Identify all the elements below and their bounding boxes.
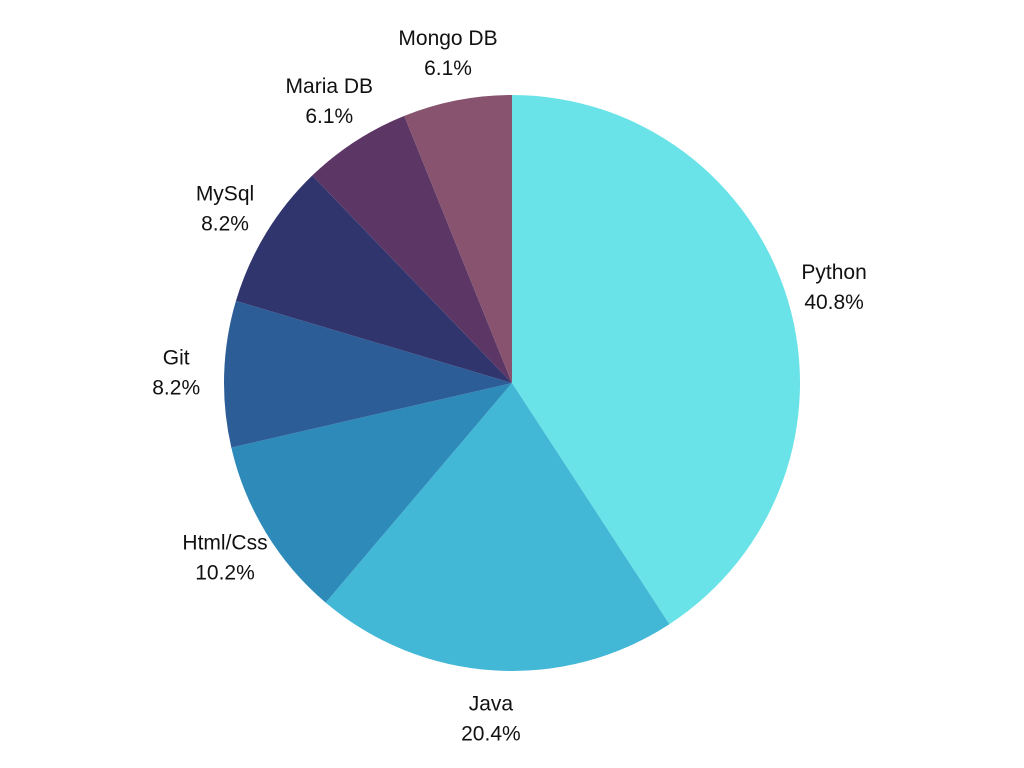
- slice-percent-label: 6.1%: [424, 57, 472, 80]
- slice-label: Python: [801, 261, 866, 284]
- slice-label: Html/Css: [182, 532, 267, 555]
- slice-percent-label: 40.8%: [804, 291, 864, 314]
- pie-slices: [224, 95, 801, 671]
- slice-label: Git: [163, 346, 190, 369]
- slice-percent-label: 8.2%: [152, 376, 200, 399]
- pie-slice-mysql: [235, 175, 512, 383]
- pie-slice-python: [512, 95, 801, 625]
- pie-slice-git: [224, 300, 512, 448]
- pie-slice-mongo-db: [404, 95, 512, 383]
- pie-labels: Python 40.8% Java 20.4% Html/Css 10.2% Git 8.2%…: [152, 27, 867, 745]
- slice-label: MySql: [196, 182, 254, 205]
- pie-slice-html-css: [231, 383, 512, 603]
- slice-label: Java: [469, 692, 514, 715]
- pie-slice-java: [325, 383, 670, 671]
- slice-percent-label: 6.1%: [305, 105, 353, 128]
- slice-label: Maria DB: [286, 75, 374, 98]
- slice-percent-label: 20.4%: [461, 722, 521, 745]
- slice-percent-label: 10.2%: [195, 562, 255, 585]
- slice-label: Mongo DB: [398, 27, 497, 50]
- slice-percent-label: 8.2%: [201, 212, 249, 235]
- pie-slice-maria-db: [312, 115, 512, 384]
